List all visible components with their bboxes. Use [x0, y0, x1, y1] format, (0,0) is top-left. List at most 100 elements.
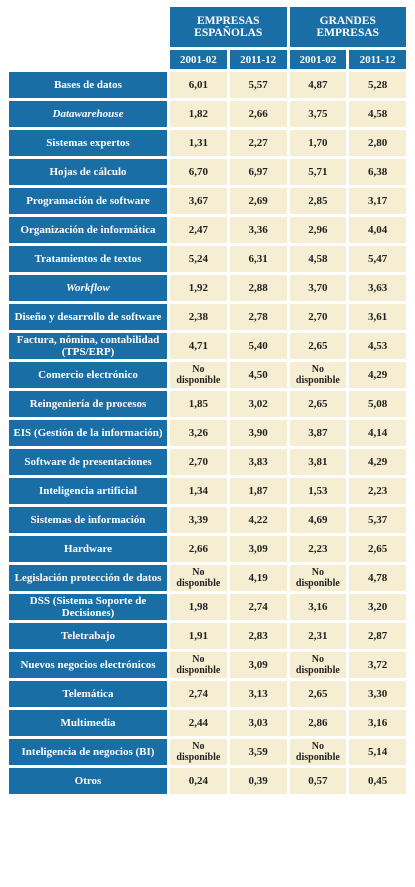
table-row: Multimedia 2,44 3,03 2,86 3,16	[9, 710, 406, 736]
value-cell: 5,57	[229, 72, 287, 98]
table-row: Software de presentaciones 2,70 3,83 3,81 4,…	[9, 449, 406, 475]
value-cell: 1,70	[289, 130, 347, 156]
value-cell: 4,22	[229, 507, 287, 533]
table-body: Bases de datos 6,01 5,57 4,87 5,28 Datawareho…	[9, 72, 406, 794]
table-row: EIS (Gestión de la información) 3,26 3,90 3…	[9, 420, 406, 446]
table-row: Inteligencia de negocios (BI) No disponib…	[9, 739, 406, 765]
row-label: Multimedia	[9, 710, 167, 736]
year-header: 2001-02	[170, 50, 227, 69]
value-cell: 4,87	[289, 72, 347, 98]
row-label: Programación de software	[9, 188, 167, 214]
row-label: Organización de informática	[9, 217, 167, 243]
value-cell: No disponible	[170, 362, 227, 388]
table-row: Otros 0,24 0,39 0,57 0,45	[9, 768, 406, 794]
value-cell: 6,97	[229, 159, 287, 185]
value-cell: No disponible	[170, 739, 227, 765]
value-cell: 1,31	[170, 130, 227, 156]
table-row: Telemática 2,74 3,13 2,65 3,30	[9, 681, 406, 707]
value-cell: 3,26	[170, 420, 227, 446]
value-cell: 2,66	[170, 536, 227, 562]
value-cell: 4,69	[289, 507, 347, 533]
value-cell: 0,45	[349, 768, 406, 794]
value-cell: 1,82	[170, 101, 227, 127]
row-label: Hojas de cálculo	[9, 159, 167, 185]
value-cell: 0,39	[229, 768, 287, 794]
value-cell: 4,14	[349, 420, 406, 446]
value-cell: 2,70	[289, 304, 347, 330]
value-cell: 2,23	[289, 536, 347, 562]
value-cell: 3,30	[349, 681, 406, 707]
value-cell: 4,58	[349, 101, 406, 127]
value-cell: 3,36	[229, 217, 287, 243]
value-cell: 1,34	[170, 478, 227, 504]
group-header: EMPRESAS ESPAÑOLAS	[170, 7, 287, 47]
row-label: EIS (Gestión de la información)	[9, 420, 167, 446]
value-cell: 3,20	[349, 594, 406, 620]
value-cell: 4,50	[229, 362, 287, 388]
year-header: 2011-12	[349, 50, 406, 69]
value-cell: 5,71	[289, 159, 347, 185]
page: {"table": { "groups": ["EMPRESAS ESPAÑOL…	[0, 4, 415, 887]
row-label: Teletrabajo	[9, 623, 167, 649]
value-cell: 3,87	[289, 420, 347, 446]
value-cell: 5,24	[170, 246, 227, 272]
value-cell: 2,88	[229, 275, 287, 301]
value-cell: 3,09	[229, 536, 287, 562]
value-cell: 1,53	[289, 478, 347, 504]
row-label: Diseño y desarrollo de software	[9, 304, 167, 330]
value-cell: 1,87	[229, 478, 287, 504]
value-cell: 3,16	[349, 710, 406, 736]
table-row: Nuevos negocios electrónicos No disponibl…	[9, 652, 406, 678]
value-cell: No disponible	[289, 652, 347, 678]
value-cell: No disponible	[289, 739, 347, 765]
value-cell: No disponible	[289, 565, 347, 591]
row-label: Reingeniería de procesos	[9, 391, 167, 417]
value-cell: 1,85	[170, 391, 227, 417]
row-label: Sistemas de información	[9, 507, 167, 533]
value-cell: 2,87	[349, 623, 406, 649]
value-cell: 2,65	[289, 681, 347, 707]
value-cell: 5,47	[349, 246, 406, 272]
value-cell: 2,74	[170, 681, 227, 707]
row-label: Inteligencia de negocios (BI)	[9, 739, 167, 765]
value-cell: No disponible	[289, 362, 347, 388]
value-cell: 5,28	[349, 72, 406, 98]
table-row: Organización de informática 2,47 3,36 2,96 4…	[9, 217, 406, 243]
value-cell: 3,75	[289, 101, 347, 127]
value-cell: 2,78	[229, 304, 287, 330]
value-cell: 3,67	[170, 188, 227, 214]
row-label: Datawarehouse	[9, 101, 167, 127]
value-cell: 4,29	[349, 449, 406, 475]
value-cell: No disponible	[170, 652, 227, 678]
value-cell: 3,02	[229, 391, 287, 417]
table-row: Comercio electrónico No disponible 4,50 No …	[9, 362, 406, 388]
value-cell: 2,65	[289, 391, 347, 417]
value-cell: No disponible	[170, 565, 227, 591]
table-row: Sistemas de información 3,39 4,22 4,69 5,37	[9, 507, 406, 533]
value-cell: 5,37	[349, 507, 406, 533]
row-label: Factura, nómina, contabilidad (TPS/ERP)	[9, 333, 167, 359]
row-label: Nuevos negocios electrónicos	[9, 652, 167, 678]
group-header: GRANDES EMPRESAS	[289, 7, 406, 47]
value-cell: 2,80	[349, 130, 406, 156]
value-cell: 0,57	[289, 768, 347, 794]
value-cell: 2,38	[170, 304, 227, 330]
value-cell: 5,08	[349, 391, 406, 417]
value-cell: 3,90	[229, 420, 287, 446]
row-label: Legislación protección de datos	[9, 565, 167, 591]
table-row: Teletrabajo 1,91 2,83 2,31 2,87	[9, 623, 406, 649]
value-cell: 1,92	[170, 275, 227, 301]
value-cell: 3,83	[229, 449, 287, 475]
value-cell: 2,86	[289, 710, 347, 736]
row-label: Sistemas expertos	[9, 130, 167, 156]
value-cell: 3,59	[229, 739, 287, 765]
table-row: Bases de datos 6,01 5,57 4,87 5,28	[9, 72, 406, 98]
value-cell: 3,09	[229, 652, 287, 678]
table-row: Datawarehouse 1,82 2,66 3,75 4,58	[9, 101, 406, 127]
value-cell: 2,70	[170, 449, 227, 475]
table-row: Diseño y desarrollo de software 2,38 2,78 2…	[9, 304, 406, 330]
value-cell: 2,31	[289, 623, 347, 649]
value-cell: 4,19	[229, 565, 287, 591]
value-cell: 2,96	[289, 217, 347, 243]
value-cell: 2,74	[229, 594, 287, 620]
